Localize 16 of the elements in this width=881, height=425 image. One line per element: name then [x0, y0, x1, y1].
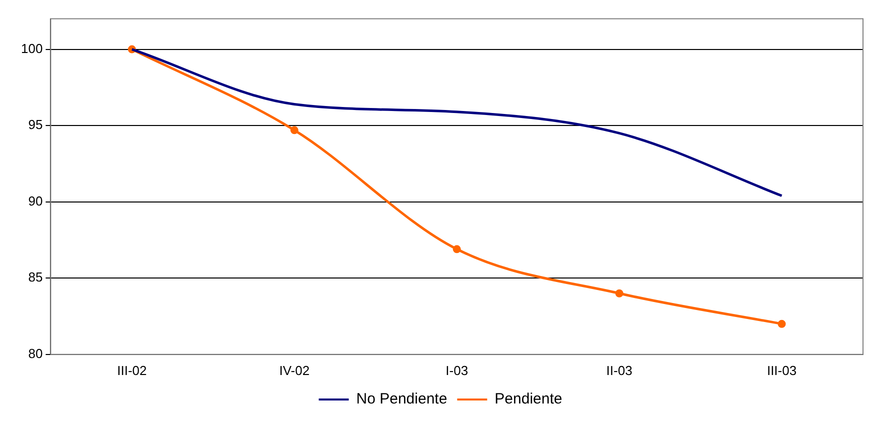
point	[615, 289, 624, 298]
x-tick-label: III-02	[117, 362, 147, 378]
x-tick-label: II-03	[606, 362, 632, 378]
point	[778, 320, 786, 328]
point	[290, 126, 298, 134]
x-tick-label: I-03	[446, 362, 468, 378]
point	[452, 245, 461, 254]
y-tick-label: 100	[20, 40, 43, 56]
y-tick-label: 95	[28, 117, 43, 132]
x-tick-label: III-03	[766, 362, 797, 378]
legend-label: No Pendiente	[356, 390, 448, 408]
y-tick-label: 85	[28, 270, 43, 285]
y-tick-label: 80	[28, 346, 43, 361]
y-tick-label: 90	[28, 193, 43, 208]
legend-label: Pendiente	[494, 390, 562, 408]
x-tick-label: IV-02	[279, 362, 310, 378]
